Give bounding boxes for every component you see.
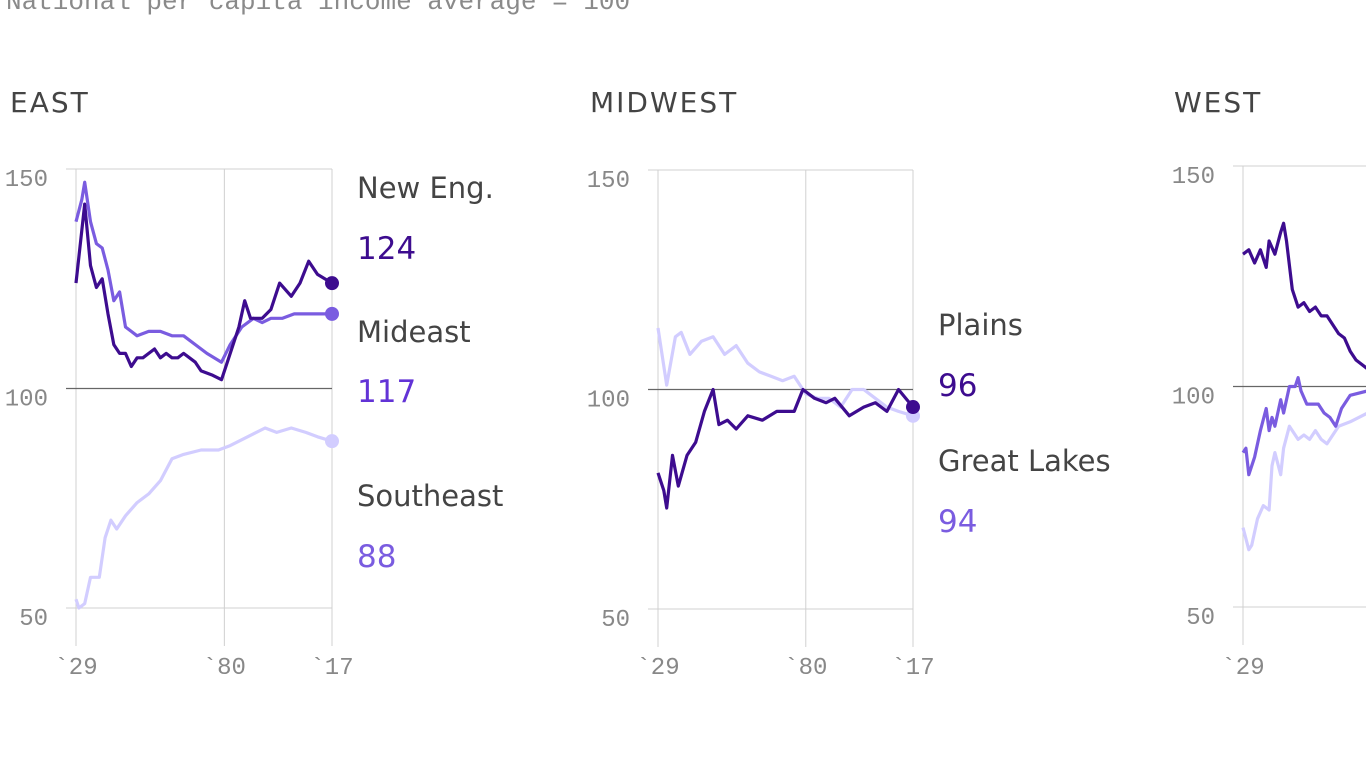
series-name-label: New Eng. [357, 171, 494, 205]
series-line [74, 426, 333, 610]
series-name-label: Southeast [357, 479, 503, 513]
series-line [656, 387, 915, 510]
series-end-dot [325, 434, 339, 449]
y-tick-label: 150 [5, 167, 48, 194]
series-name-label: Plains [938, 308, 1023, 342]
y-tick-label: 150 [1172, 164, 1215, 191]
series-line [656, 327, 914, 418]
x-tick-label: `80 [203, 655, 246, 682]
series-value-label: 94 [938, 504, 977, 540]
series-value-label: 124 [357, 231, 416, 267]
series-end-dot [325, 276, 339, 291]
y-tick-label: 100 [587, 388, 630, 415]
y-tick-label: 50 [1186, 605, 1215, 632]
series-name-label: Great Lakes [938, 444, 1111, 478]
x-tick-label: `29 [636, 655, 679, 682]
x-tick-label: `80 [784, 655, 827, 682]
series-end-dot [325, 306, 339, 321]
series-value-label: 96 [938, 368, 977, 404]
series-end-dot [906, 400, 920, 415]
y-tick-label: 100 [5, 387, 48, 414]
series-value-label: 88 [357, 539, 396, 575]
y-tick-label: 50 [19, 606, 48, 633]
x-tick-label: `17 [891, 655, 934, 682]
series-line [74, 180, 332, 364]
y-tick-label: 100 [1172, 385, 1215, 412]
panel-title-west: WEST [1174, 86, 1263, 119]
panel-title-east: EAST [10, 86, 90, 119]
series-name-label: Mideast [357, 315, 471, 349]
x-tick-label: `17 [310, 655, 353, 682]
x-tick-label: `29 [54, 655, 97, 682]
chart-subtitle-note: National per capita income average = 100 [6, 0, 631, 17]
y-tick-label: 150 [587, 168, 630, 195]
series-line [1241, 412, 1366, 552]
series-value-label: 117 [357, 374, 416, 410]
series-line [1242, 221, 1366, 370]
x-tick-label: `29 [1221, 655, 1264, 682]
y-tick-label: 50 [601, 607, 630, 634]
panel-title-midwest: MIDWEST [590, 86, 739, 119]
series-line [1241, 376, 1366, 477]
series-line [74, 202, 333, 382]
